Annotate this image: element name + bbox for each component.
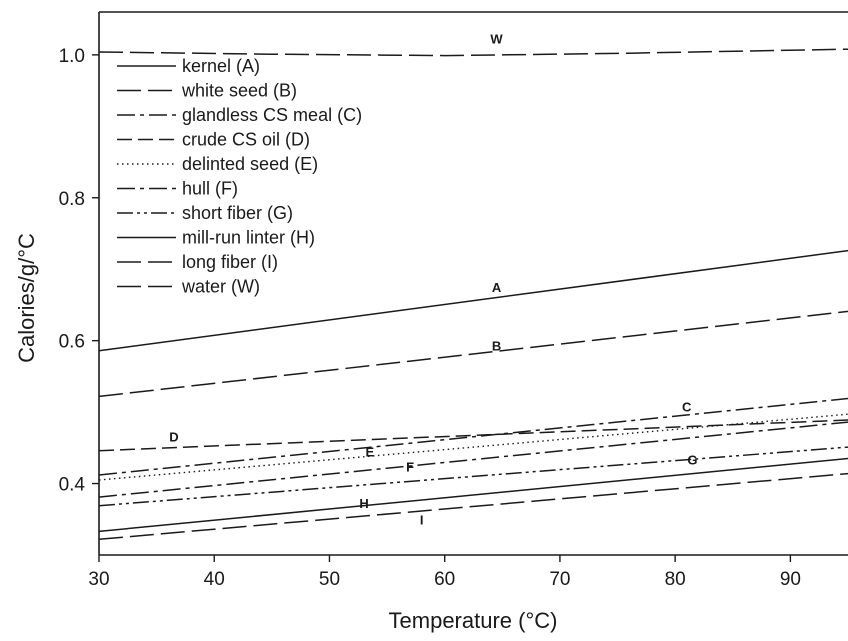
curve-label-c: C [682, 399, 692, 414]
legend-label-a: kernel (A) [182, 56, 260, 76]
series-line-b [99, 311, 848, 396]
series-line-w [99, 49, 848, 55]
legend-label-h: mill-run linter (H) [182, 228, 315, 248]
curve-label-b: B [492, 339, 501, 354]
curve-label-e: E [365, 444, 374, 459]
series-line-h [99, 459, 848, 532]
series-line-f [99, 422, 848, 497]
legend-label-e: delinted seed (E) [182, 154, 318, 174]
legend-label-d: crude CS oil (D) [182, 130, 310, 150]
curve-label-i: I [420, 512, 424, 527]
y-tick-label: 0.6 [59, 332, 85, 353]
x-tick-label: 40 [204, 569, 225, 590]
curve-label-g: G [687, 452, 697, 467]
curve-label-a: A [492, 280, 502, 295]
x-tick-label: 50 [319, 569, 340, 590]
y-axis-title: Calories/g/°C [14, 233, 39, 363]
series-line-d [99, 420, 848, 451]
curve-label-w: W [490, 31, 503, 46]
curve-label-d: D [169, 429, 178, 444]
curve-label-h: H [359, 496, 368, 511]
curve-label-f: F [406, 459, 414, 474]
x-tick-label: 30 [88, 569, 109, 590]
series-line-i [99, 474, 848, 540]
series-line-g [99, 447, 848, 506]
legend-label-i: long fiber (I) [182, 252, 278, 272]
y-tick-label: 0.4 [59, 475, 86, 496]
legend: kernel (A) white seed (B) glandless CS mea… [117, 56, 362, 297]
legend-label-b: white seed (B) [181, 81, 297, 101]
axes: 30 40 50 60 70 80 90 0.4 0.6 0.8 1.0 [59, 12, 848, 590]
legend-label-w: water (W) [181, 277, 260, 297]
x-tick-label: 70 [549, 569, 570, 590]
y-tick-label: 1.0 [59, 46, 85, 67]
x-axis-title: Temperature (°C) [389, 608, 558, 633]
legend-label-c: glandless CS meal (C) [182, 105, 362, 125]
x-tick-label: 60 [434, 569, 455, 590]
x-tick-label: 80 [665, 569, 686, 590]
legend-label-g: short fiber (G) [182, 203, 293, 223]
legend-label-f: hull (F) [182, 179, 238, 199]
series-line-c [99, 399, 848, 476]
x-tick-label: 90 [780, 569, 801, 590]
y-tick-label: 0.8 [59, 189, 85, 210]
